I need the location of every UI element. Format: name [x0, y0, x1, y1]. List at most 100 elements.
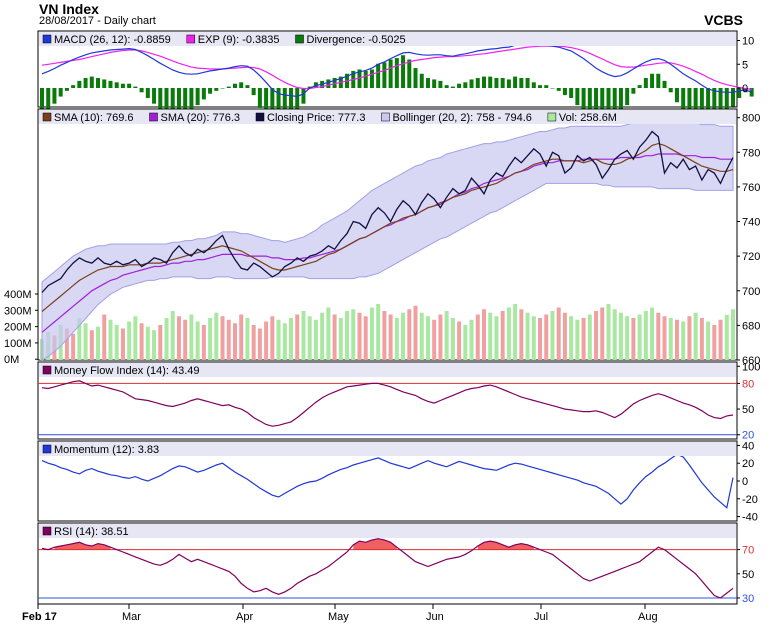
rsi-legend-label-0: RSI (14): 38.51 [54, 526, 129, 538]
momentum-axis-tick-3: -20 [742, 494, 758, 506]
volume-bar [625, 316, 630, 360]
divergence-bar [419, 73, 424, 88]
divergence-bar [637, 85, 642, 88]
volume-bar [270, 316, 275, 360]
volume-bar [208, 318, 213, 360]
divergence-bar [183, 88, 188, 114]
divergence-bar [569, 88, 574, 98]
volume-bar [64, 328, 69, 360]
volume-bar [295, 314, 300, 360]
volume-bar [96, 326, 101, 360]
divergence-bar [731, 88, 735, 107]
divergence-bar [581, 88, 586, 111]
divergence-bar [307, 86, 312, 88]
volume-bar [89, 330, 94, 360]
divergence-bar [625, 88, 630, 106]
divergence-bar [562, 88, 567, 96]
divergence-bar [556, 88, 561, 91]
divergence-bar [538, 85, 543, 88]
divergence-bar [706, 88, 711, 123]
divergence-bar [40, 88, 44, 114]
divergence-bar [295, 88, 300, 116]
divergence-bar [108, 80, 113, 88]
divergence-bar [46, 88, 51, 110]
momentum-line [41, 453, 734, 509]
mfi-axis-tick-2: 50 [742, 404, 754, 416]
volume-bar [600, 307, 605, 360]
divergence-bar [369, 69, 374, 88]
sma20-line [41, 153, 733, 333]
rsi-line [41, 538, 734, 599]
divergence-bar [513, 76, 518, 88]
price-legend-label-1: SMA (20): 776.3 [161, 112, 241, 124]
volume-bar [114, 325, 119, 360]
divergence-bar [525, 78, 530, 88]
macd-legend-swatch-1 [186, 34, 196, 44]
volume-bar [338, 318, 343, 360]
price-axis-tick-3: 740 [742, 217, 760, 229]
volume-bar [575, 319, 580, 360]
divergence-bar [737, 88, 742, 98]
momentum-legend-label-0: Momentum (12): 3.83 [54, 444, 159, 456]
divergence-bar [681, 88, 686, 111]
divergence-bar [77, 80, 82, 88]
volume-bar [257, 328, 262, 360]
divergence-bar [158, 88, 163, 110]
volume-bar [706, 321, 711, 360]
rsi-legend-bg [39, 524, 736, 538]
volume-bar [170, 311, 175, 360]
divergence-bar [606, 88, 611, 127]
divergence-bar [201, 88, 206, 100]
volume-bar [102, 314, 107, 360]
volume-bar [394, 318, 399, 360]
divergence-bar [469, 79, 474, 88]
divergence-bar [413, 68, 418, 88]
volume-bar [201, 325, 206, 360]
volume-bar [556, 307, 561, 360]
divergence-bar [618, 88, 623, 116]
divergence-bar [170, 88, 175, 116]
volume-bar [494, 316, 499, 360]
rsi-axis-tick-0: 70 [742, 545, 754, 557]
divergence-bar [139, 88, 144, 93]
volume-bar [506, 307, 511, 360]
volume-bar [251, 325, 256, 360]
month-label-1: Mar [122, 611, 141, 623]
volume-bar [183, 319, 188, 360]
divergence-bar [189, 88, 194, 110]
volume-bar [544, 314, 549, 360]
divergence-bar [71, 85, 76, 88]
exp-line [41, 45, 752, 90]
divergence-bar [575, 88, 580, 106]
divergence-bar [64, 88, 69, 91]
price-legend-swatch-4 [547, 112, 557, 122]
divergence-bar [718, 88, 723, 116]
divergence-bar [687, 88, 692, 116]
divergence-bar [587, 88, 592, 118]
volume-bar [681, 321, 686, 360]
volume-bar [376, 304, 381, 360]
rsi-axis-tick-1: 50 [742, 569, 754, 581]
volume-bar [214, 312, 219, 360]
divergence-bar [96, 78, 101, 88]
divergence-bar [120, 83, 125, 88]
rsi-overbought-fill [353, 538, 397, 550]
divergence-bar [407, 59, 412, 88]
momentum-axis-tick-0: 40 [742, 440, 754, 452]
rsi-axis-tick-2: 30 [742, 593, 754, 605]
divergence-bar [214, 88, 219, 91]
divergence-bar [257, 88, 262, 108]
month-label-5: Jul [534, 611, 548, 623]
volume-tick-3: 100M [4, 338, 32, 350]
divergence-bar [114, 82, 119, 88]
volume-bar [282, 323, 287, 360]
divergence-bar [693, 88, 698, 117]
divergence-bar [282, 88, 287, 127]
price-legend-swatch-3 [381, 112, 390, 122]
divergence-bar [133, 86, 138, 88]
volume-bar [643, 311, 648, 360]
volume-bar [569, 316, 574, 360]
rsi-legend-swatch-0 [42, 526, 52, 536]
volume-bar [264, 321, 269, 360]
volume-bar [345, 311, 350, 360]
